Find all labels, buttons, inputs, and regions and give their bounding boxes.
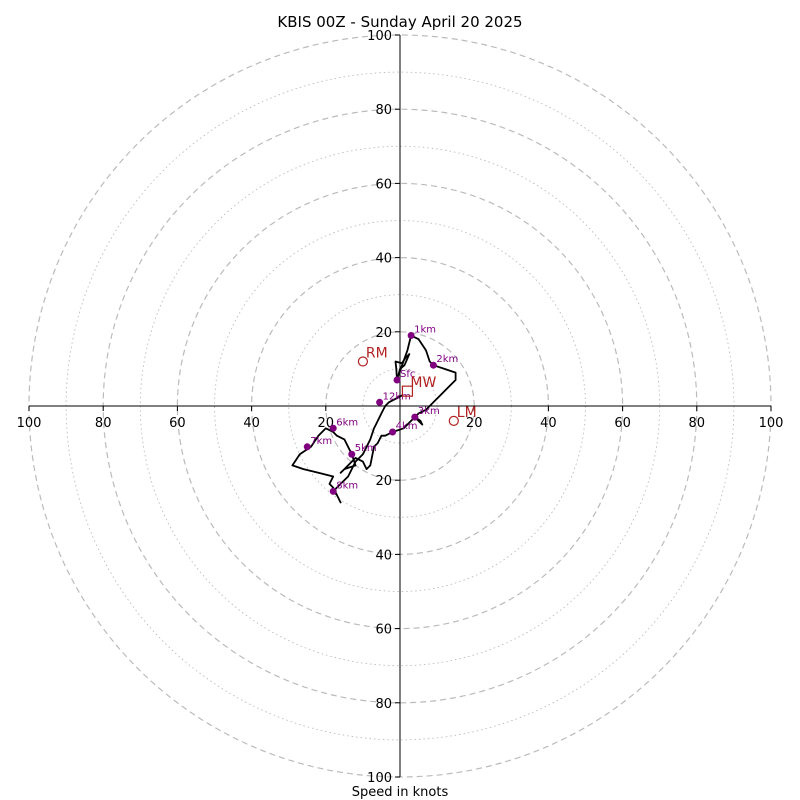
height-marker-8km xyxy=(329,487,337,495)
height-label-2km: 2km xyxy=(436,354,458,365)
x-tick-label: 60 xyxy=(614,416,631,431)
x-tick-label: 100 xyxy=(17,416,42,431)
height-label-12km: 12km xyxy=(383,391,411,402)
y-tick-label: 100 xyxy=(367,771,392,786)
x-tick-label: 20 xyxy=(466,416,483,431)
y-tick-label: 100 xyxy=(367,29,392,44)
x-tick-label: 80 xyxy=(689,416,706,431)
y-tick-label: 40 xyxy=(375,548,392,563)
x-tick-label: 100 xyxy=(759,416,784,431)
storm-motion-lm-label: LM xyxy=(457,405,477,421)
height-label-5km: 5km xyxy=(355,443,377,454)
x-tick-label: 40 xyxy=(540,416,557,431)
height-label-6km: 6km xyxy=(336,417,358,428)
y-tick-label: 60 xyxy=(375,623,392,638)
y-tick-label: 60 xyxy=(375,177,392,192)
height-label-1km: 1km xyxy=(414,325,436,336)
height-marker-12km xyxy=(376,398,384,406)
storm-motion-mw-label: MW xyxy=(410,375,436,391)
x-tick-label: 60 xyxy=(169,416,186,431)
axes xyxy=(29,35,771,777)
storm-motion-mw-marker xyxy=(401,385,414,397)
height-marker-5km xyxy=(348,450,356,458)
tick-labels: 100 80 60 40 20 20 40 60 80 100100806040202040608… xyxy=(17,29,784,786)
x-tick-label: 40 xyxy=(243,416,260,431)
y-tick-label: 20 xyxy=(375,474,392,489)
height-marker-7km xyxy=(303,443,311,451)
storm-motion-rm-label: RM xyxy=(366,345,388,361)
height-label-3km: 3km xyxy=(418,406,440,417)
y-tick-label: 80 xyxy=(375,697,392,712)
storm-motion-rm-marker xyxy=(357,356,368,367)
height-label-sfc: Sfc xyxy=(400,369,415,380)
height-marker-3km xyxy=(411,413,419,421)
y-tick-label: 80 xyxy=(375,103,392,118)
chart-title: KBIS 00Z - Sunday April 20 2025 xyxy=(277,13,522,31)
x-axis-label: Speed in knots xyxy=(352,785,449,800)
height-marker-sfc xyxy=(393,376,401,384)
y-tick-label: 20 xyxy=(375,326,392,341)
storm-motion-lm-marker xyxy=(448,415,459,426)
height-marker-4km xyxy=(389,428,397,436)
height-label-4km: 4km xyxy=(396,421,418,432)
wind-profile-line xyxy=(291,334,457,504)
height-marker-6km xyxy=(329,424,337,432)
x-tick-label: 80 xyxy=(95,416,112,431)
height-marker-1km xyxy=(407,332,415,340)
hodograph-trace xyxy=(291,334,457,504)
storm-motion-markers: RM LM MW xyxy=(357,345,477,426)
height-label-7km: 7km xyxy=(310,436,332,447)
y-tick-label: 40 xyxy=(375,252,392,267)
height-label-8km: 8km xyxy=(336,480,358,491)
height-marker-2km xyxy=(429,361,437,369)
